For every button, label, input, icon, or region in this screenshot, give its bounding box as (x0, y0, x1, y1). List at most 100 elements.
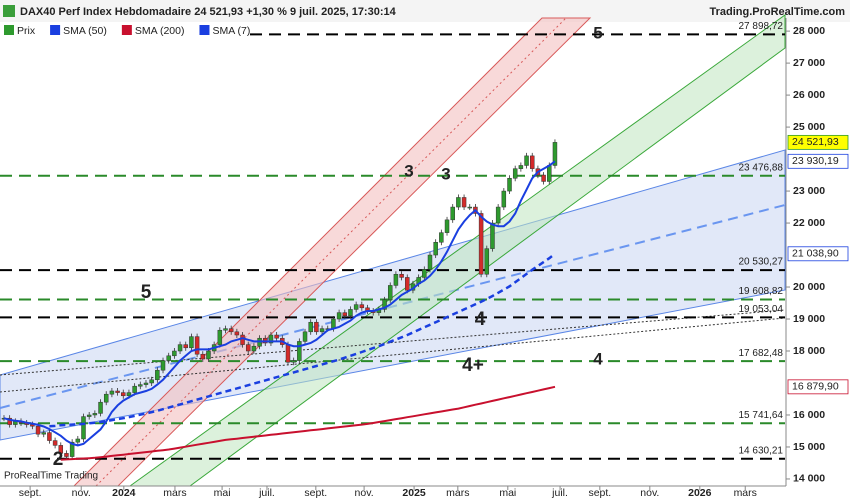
candle (274, 334, 279, 339)
sma-line (3, 160, 556, 447)
candle (291, 360, 296, 363)
x-tick-label: 2026 (688, 487, 712, 499)
wave-label: 3 (441, 164, 450, 183)
candle (319, 328, 325, 333)
site-name: Trading.ProRealTime.com (709, 6, 845, 18)
candle (194, 336, 200, 355)
x-tick-label: sept. (588, 487, 611, 499)
candle (456, 197, 461, 208)
y-tick-label: 16 000 (793, 409, 825, 421)
candle (41, 432, 46, 435)
level-label: 14 630,21 (739, 445, 784, 456)
x-tick-label: juil. (551, 487, 568, 499)
candle (47, 432, 52, 441)
legend-label: SMA (200) (135, 25, 185, 37)
candle (217, 329, 223, 345)
y-tick-label: 25 000 (793, 121, 825, 133)
value-tag-label: 24 521,93 (792, 136, 839, 148)
y-tick-label: 22 000 (793, 217, 825, 229)
candle (189, 336, 194, 349)
y-tick-label: 28 000 (793, 25, 825, 37)
candle (529, 155, 535, 169)
wave-label: 2 (53, 449, 64, 470)
candle (484, 248, 490, 275)
candle (353, 304, 359, 310)
legend-swatch (121, 25, 132, 35)
candle (121, 392, 126, 397)
y-tick-label: 15 000 (793, 441, 825, 453)
candle (439, 232, 444, 243)
candle (98, 401, 103, 414)
candle (103, 393, 109, 403)
candle (348, 309, 353, 317)
candle (552, 142, 558, 166)
y-tick-label: 18 000 (793, 345, 825, 357)
candle (382, 299, 387, 310)
candle (172, 350, 177, 357)
candle (149, 379, 154, 384)
candle (69, 441, 75, 457)
x-tick-label: sept. (19, 487, 42, 499)
x-tick-label: nov. (640, 487, 659, 499)
candle (245, 344, 251, 352)
x-tick-label: mars (734, 487, 757, 499)
legend-label: SMA (7) (212, 25, 250, 37)
x-tick-label: juil. (258, 487, 275, 499)
candle (393, 273, 399, 286)
header-icon (3, 5, 15, 17)
candle (285, 344, 291, 363)
candle (115, 390, 120, 393)
wave-label: 4 (593, 349, 603, 368)
dotted-trend (0, 309, 786, 376)
candle (461, 197, 467, 208)
wave-label: 4+ (462, 355, 484, 376)
level-label: 27 898,72 (739, 21, 784, 32)
level-label: 15 741,64 (739, 410, 784, 421)
x-tick-label: nov. (355, 487, 374, 499)
candle (160, 360, 166, 371)
candle (86, 414, 92, 417)
candle (64, 453, 69, 457)
legend-swatch (4, 25, 14, 35)
x-tick-label: nov. (72, 487, 91, 499)
header-title: DAX40 Perf Index Hebdomadaire 24 521,93 … (20, 6, 397, 18)
value-tag (787, 153, 849, 169)
x-tick-label: mars (163, 487, 186, 499)
candle (35, 425, 41, 435)
x-tick-label: mars (446, 487, 469, 499)
red-mid-line (95, 17, 567, 487)
legend-label: SMA (50) (63, 25, 107, 37)
candle (228, 328, 234, 333)
level-label: 19 608,82 (739, 286, 784, 297)
candle (518, 165, 524, 169)
candle (512, 168, 518, 179)
candle (342, 312, 348, 317)
candle (177, 344, 183, 352)
candle (143, 382, 149, 385)
level-label: 17 682,48 (739, 348, 784, 359)
candle (399, 273, 404, 278)
x-tick-label: 2024 (112, 487, 136, 499)
y-tick-label: 23 000 (793, 185, 825, 197)
candle (297, 341, 302, 361)
candle (490, 222, 495, 249)
candle (251, 345, 257, 352)
candle (132, 385, 137, 393)
candle (314, 321, 319, 333)
candle (478, 213, 484, 275)
value-tag (787, 379, 849, 395)
candle (433, 241, 438, 256)
x-tick-label: mai (499, 487, 516, 499)
candle (126, 392, 132, 397)
wave-label: 5 (141, 282, 152, 303)
candle (444, 219, 450, 233)
candle (507, 178, 512, 192)
candle (268, 334, 274, 344)
candle (155, 369, 160, 381)
level-label: 23 476,88 (739, 162, 784, 173)
candle (52, 440, 58, 446)
candle (359, 304, 365, 309)
wave-label: 4 (475, 309, 486, 330)
candle (524, 155, 529, 166)
legend-label: Prix (17, 25, 36, 37)
